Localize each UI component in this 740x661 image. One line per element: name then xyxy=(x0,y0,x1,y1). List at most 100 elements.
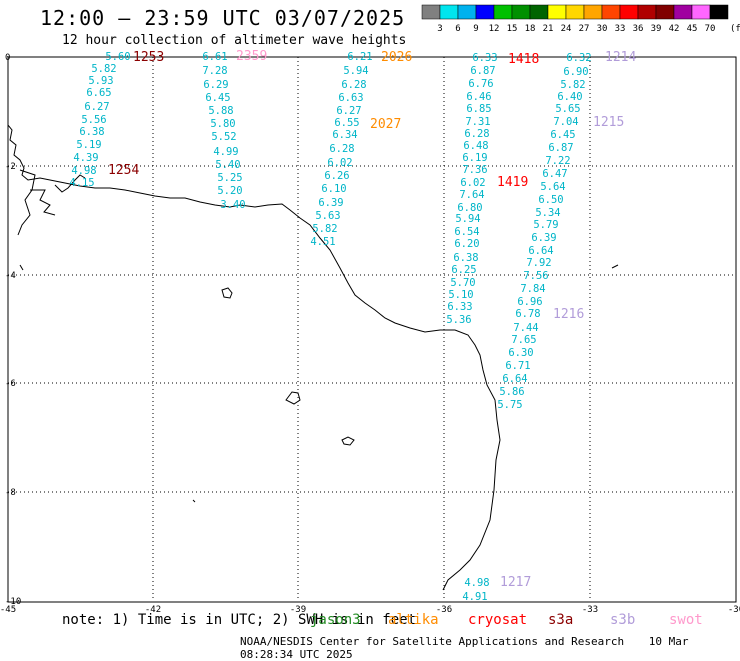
wave-height-value: 6.19 xyxy=(462,152,487,164)
track-time-label: 1418 xyxy=(508,52,539,67)
track-time-label: 1217 xyxy=(500,575,531,590)
wave-height-value: 7.04 xyxy=(553,116,578,128)
satellite-legend-jason3: jason3 xyxy=(310,612,361,628)
wave-height-value: 6.29 xyxy=(203,79,228,91)
track-time-label: 1253 xyxy=(133,50,164,65)
colorbar-label: 33 xyxy=(615,24,626,34)
wave-height-value: 5.20 xyxy=(217,185,242,197)
y-tick-label: -10 xyxy=(5,597,21,607)
colorbar-label: 30 xyxy=(597,24,608,34)
wave-height-value: 6.61 xyxy=(202,51,227,63)
colorbar-label: 45 xyxy=(687,24,698,34)
wave-height-value: 5.60 xyxy=(105,51,130,63)
wave-height-value: 4.98 xyxy=(71,165,96,177)
y-tick-label: 0 xyxy=(5,53,10,63)
wave-height-value: 6.20 xyxy=(454,238,479,250)
wave-height-value: 6.46 xyxy=(466,91,491,103)
wave-height-value: 7.65 xyxy=(511,334,536,346)
colorbar-label: 36 xyxy=(633,24,644,34)
wave-height-value: 6.32 xyxy=(566,52,591,64)
colorbar-swatch xyxy=(583,4,603,20)
y-tick-label: -4 xyxy=(5,271,16,281)
altimeter-tracks: 12535.605.825.936.656.275.566.385.194.39… xyxy=(69,49,636,603)
wave-height-value: 6.25 xyxy=(451,264,476,276)
wave-height-value: 6.96 xyxy=(517,296,542,308)
wave-height-value: 6.64 xyxy=(502,373,527,385)
wave-height-value: 6.50 xyxy=(538,194,563,206)
wave-height-value: 6.28 xyxy=(341,79,366,91)
colorbar-label: 27 xyxy=(579,24,590,34)
wave-height-value: 6.39 xyxy=(531,232,556,244)
wave-height-value: 6.85 xyxy=(466,103,491,115)
wave-height-value: 5.94 xyxy=(455,213,480,225)
wave-height-value: 6.47 xyxy=(542,168,567,180)
track-time-label: 1216 xyxy=(553,307,584,322)
x-tick-label: -30 xyxy=(728,605,740,615)
wave-height-value: 5.88 xyxy=(208,105,233,117)
wave-height-value: 5.94 xyxy=(343,65,368,77)
track-time-label: 2359 xyxy=(236,49,267,64)
colorbar-swatch xyxy=(529,4,549,20)
x-tick-label: -45 xyxy=(0,605,16,615)
wave-height-value: 5.82 xyxy=(560,79,585,91)
wave-height-value: 6.65 xyxy=(86,87,111,99)
wave-height-value: 6.45 xyxy=(550,129,575,141)
wave-height-value: 7.22 xyxy=(545,155,570,167)
satellite-legend-s3b: s3b xyxy=(610,612,636,628)
wave-height-value: 5.56 xyxy=(81,114,106,126)
colorbar-swatch xyxy=(475,4,495,20)
wave-height-value: 6.02 xyxy=(460,177,485,189)
colorbar-swatch xyxy=(673,4,693,20)
note-text: note: 1) Time is in UTC; 2) SWH is in fe… xyxy=(62,612,417,628)
wave-height-value: 6.55 xyxy=(334,117,359,129)
wave-height-value: 5.25 xyxy=(217,172,242,184)
colorbar-label: 42 xyxy=(669,24,680,34)
wave-height-value: 6.71 xyxy=(505,360,530,372)
wave-height-value: 6.30 xyxy=(508,347,533,359)
wave-height-value: 5.70 xyxy=(450,277,475,289)
colorbar-swatch xyxy=(421,4,441,20)
wave-height-value: 5.86 xyxy=(499,386,524,398)
x-tick-label: -33 xyxy=(582,605,598,615)
wave-height-value: 6.33 xyxy=(447,301,472,313)
wave-height-value: 5.52 xyxy=(211,131,236,143)
wave-height-value: 6.28 xyxy=(329,143,354,155)
wave-height-value: 6.78 xyxy=(515,308,540,320)
wave-height-value: 7.28 xyxy=(202,65,227,77)
wave-height-value: 6.48 xyxy=(463,140,488,152)
colorbar-label: 6 xyxy=(455,24,460,34)
wave-height-value: 4.15 xyxy=(69,177,94,189)
wave-height-value: 5.40 xyxy=(215,159,240,171)
colorbar-swatch xyxy=(439,4,459,20)
wave-height-value: 6.87 xyxy=(470,65,495,77)
colorbar-swatch xyxy=(601,4,621,20)
lat-lon-grid: -45 -42 -39 -36 -33 -30 0 -2 -4 -6 -8 -10 xyxy=(0,53,740,615)
page-subtitle: 12 hour collection of altimeter wave hei… xyxy=(62,33,407,48)
wave-height-value: 6.63 xyxy=(338,92,363,104)
wave-height-value: 5.65 xyxy=(555,103,580,115)
wave-height-value: 5.64 xyxy=(540,181,565,193)
page-title: 12:00 — 23:59 UTC 03/07/2025 xyxy=(40,6,406,30)
wave-height-value: 6.87 xyxy=(548,142,573,154)
wave-height-value: 6.27 xyxy=(84,101,109,113)
wave-height-value: 6.38 xyxy=(453,252,478,264)
wave-height-value: 6.54 xyxy=(454,226,479,238)
colorbar-label: 15 xyxy=(507,24,518,34)
colorbar-label: 24 xyxy=(561,24,572,34)
wave-height-value: 5.10 xyxy=(448,289,473,301)
y-tick-label: -2 xyxy=(5,162,16,172)
colorbar-swatch xyxy=(565,4,585,20)
wave-height-value: 4.51 xyxy=(310,236,335,248)
colorbar-swatch xyxy=(493,4,513,20)
wave-height-value: 7.36 xyxy=(462,164,487,176)
wave-height-value: 4.99 xyxy=(213,146,238,158)
credit-line: NOAA/NESDIS Center for Satellite Applica… xyxy=(240,635,740,661)
colorbar-swatch xyxy=(655,4,675,20)
colorbar-swatch xyxy=(691,4,711,20)
wave-height-value: 6.90 xyxy=(563,66,588,78)
wave-height-value: 6.10 xyxy=(321,183,346,195)
colorbar-swatch xyxy=(709,4,729,20)
wave-height-value: 7.31 xyxy=(465,116,490,128)
wave-height-value: 6.64 xyxy=(528,245,553,257)
